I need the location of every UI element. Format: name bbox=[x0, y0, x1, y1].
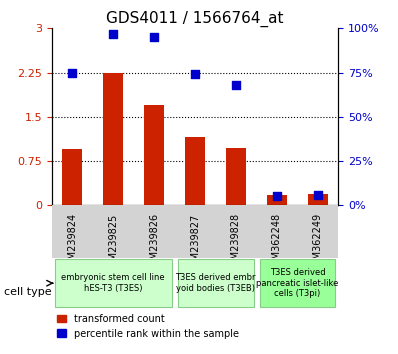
Point bbox=[110, 31, 116, 36]
Text: T3ES derived embr
yoid bodies (T3EB): T3ES derived embr yoid bodies (T3EB) bbox=[175, 274, 256, 293]
Text: GSM239825: GSM239825 bbox=[108, 213, 118, 273]
FancyBboxPatch shape bbox=[178, 259, 254, 307]
Text: cell type: cell type bbox=[4, 287, 52, 297]
Text: GSM239824: GSM239824 bbox=[67, 213, 77, 273]
Text: T3ES derived
pancreatic islet-like
cells (T3pi): T3ES derived pancreatic islet-like cells… bbox=[256, 268, 339, 298]
Point bbox=[192, 72, 198, 77]
Bar bbox=[226, 148, 246, 205]
Text: GSM239826: GSM239826 bbox=[149, 213, 159, 273]
Text: GSM362248: GSM362248 bbox=[272, 213, 282, 273]
Bar bbox=[62, 149, 82, 205]
Point bbox=[151, 34, 157, 40]
Text: GSM239827: GSM239827 bbox=[190, 213, 200, 273]
Bar bbox=[185, 137, 205, 205]
Point bbox=[315, 192, 321, 198]
Text: GSM239828: GSM239828 bbox=[231, 213, 241, 273]
Bar bbox=[308, 194, 328, 205]
Title: GDS4011 / 1566764_at: GDS4011 / 1566764_at bbox=[106, 11, 284, 27]
FancyBboxPatch shape bbox=[260, 259, 336, 307]
Point bbox=[233, 82, 239, 88]
Bar bbox=[144, 105, 164, 205]
Text: embryonic stem cell line
hES-T3 (T3ES): embryonic stem cell line hES-T3 (T3ES) bbox=[61, 274, 165, 293]
Legend: transformed count, percentile rank within the sample: transformed count, percentile rank withi… bbox=[57, 314, 239, 338]
Point bbox=[69, 70, 75, 75]
Text: GSM362249: GSM362249 bbox=[313, 213, 323, 273]
Bar bbox=[103, 73, 123, 205]
Bar bbox=[267, 195, 287, 205]
FancyBboxPatch shape bbox=[55, 259, 172, 307]
Point bbox=[274, 194, 280, 199]
